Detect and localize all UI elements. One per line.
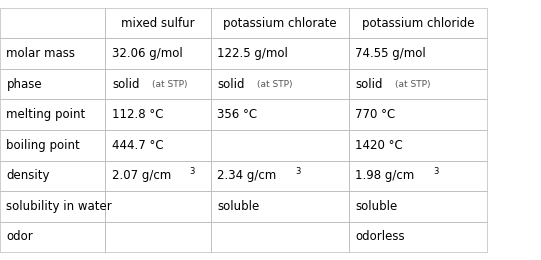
Text: potassium chlorate: potassium chlorate <box>223 17 337 30</box>
Text: 112.8 °C: 112.8 °C <box>112 108 163 121</box>
Text: solid: solid <box>217 78 245 91</box>
Bar <box>105 160 211 191</box>
Text: solubility in water: solubility in water <box>6 200 112 213</box>
Bar <box>349 38 487 69</box>
Bar <box>349 222 487 252</box>
Text: 3: 3 <box>189 167 195 176</box>
Text: 3: 3 <box>433 167 438 176</box>
Text: solid: solid <box>355 78 383 91</box>
Bar <box>211 222 349 252</box>
Bar <box>349 160 487 191</box>
Text: molar mass: molar mass <box>6 47 76 60</box>
Bar <box>211 130 349 160</box>
Text: melting point: melting point <box>6 108 85 121</box>
Bar <box>349 69 487 100</box>
Text: soluble: soluble <box>355 200 398 213</box>
Text: odorless: odorless <box>355 230 405 243</box>
Text: 2.07 g/cm: 2.07 g/cm <box>112 169 171 182</box>
Text: soluble: soluble <box>217 200 260 213</box>
Text: 770 °C: 770 °C <box>355 108 395 121</box>
Bar <box>105 38 211 69</box>
Text: 444.7 °C: 444.7 °C <box>112 139 163 152</box>
Text: potassium chloride: potassium chloride <box>362 17 474 30</box>
Bar <box>105 100 211 130</box>
Bar <box>211 69 349 100</box>
Bar <box>105 222 211 252</box>
Bar <box>105 69 211 100</box>
Bar <box>0 69 105 100</box>
Bar <box>349 130 487 160</box>
Text: 356 °C: 356 °C <box>217 108 258 121</box>
Bar <box>211 8 349 38</box>
Text: 2.34 g/cm: 2.34 g/cm <box>217 169 277 182</box>
Bar <box>0 8 105 38</box>
Bar <box>349 100 487 130</box>
Bar <box>0 100 105 130</box>
Bar <box>105 8 211 38</box>
Bar <box>105 130 211 160</box>
Text: 3: 3 <box>295 167 300 176</box>
Text: solid: solid <box>112 78 140 91</box>
Text: (at STP): (at STP) <box>258 80 293 89</box>
Text: 1420 °C: 1420 °C <box>355 139 403 152</box>
Bar <box>0 222 105 252</box>
Bar <box>211 38 349 69</box>
Text: density: density <box>6 169 50 182</box>
Bar <box>211 191 349 222</box>
Text: phase: phase <box>6 78 42 91</box>
Text: 74.55 g/mol: 74.55 g/mol <box>355 47 426 60</box>
Bar <box>211 160 349 191</box>
Text: mixed sulfur: mixed sulfur <box>121 17 195 30</box>
Text: boiling point: boiling point <box>6 139 80 152</box>
Text: odor: odor <box>6 230 33 243</box>
Text: (at STP): (at STP) <box>395 80 431 89</box>
Bar <box>211 100 349 130</box>
Bar <box>0 191 105 222</box>
Bar <box>105 191 211 222</box>
Bar <box>349 8 487 38</box>
Text: 122.5 g/mol: 122.5 g/mol <box>217 47 288 60</box>
Bar <box>0 160 105 191</box>
Bar <box>0 38 105 69</box>
Text: 1.98 g/cm: 1.98 g/cm <box>355 169 415 182</box>
Text: (at STP): (at STP) <box>152 80 187 89</box>
Bar <box>349 191 487 222</box>
Bar <box>0 130 105 160</box>
Text: 32.06 g/mol: 32.06 g/mol <box>112 47 183 60</box>
